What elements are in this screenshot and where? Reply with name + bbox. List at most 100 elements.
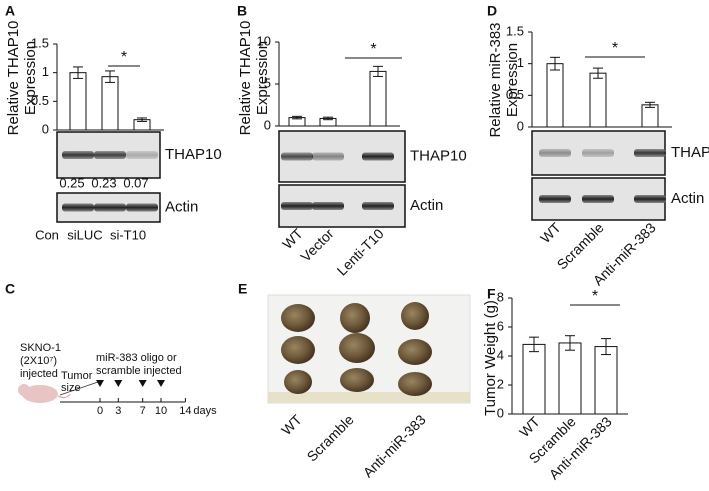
y-tick-label: 0.5 xyxy=(506,87,524,102)
x-tick-label: siLUC xyxy=(67,227,102,242)
y-tick-label: 1 xyxy=(517,55,524,70)
blot-band xyxy=(94,203,126,212)
y-axis-label: Expression xyxy=(504,43,521,117)
group-label: WT xyxy=(278,411,305,438)
blot-band xyxy=(634,149,666,157)
y-tick-label: 0 xyxy=(42,121,49,136)
y-axis-label: Expression xyxy=(254,41,271,115)
y-tick-label: 5 xyxy=(264,75,271,90)
mouse-icon xyxy=(18,381,99,403)
tumor-size-text: size xyxy=(61,382,81,394)
blot-label: THAP10 xyxy=(165,146,222,163)
x-tick-label: Vector xyxy=(297,225,337,265)
panel-letter: D xyxy=(487,3,497,19)
blot-band xyxy=(281,202,313,210)
blot-band xyxy=(312,202,344,210)
x-tick-label: Con xyxy=(35,227,59,242)
significance-star: * xyxy=(370,41,376,58)
group-label: Scramble xyxy=(304,411,357,464)
y-tick-label: 0.5 xyxy=(31,93,49,108)
x-tick-label: Lenti-T10 xyxy=(334,225,387,278)
y-tick-label: 1.5 xyxy=(31,35,49,50)
bar xyxy=(546,63,564,128)
blot-band xyxy=(94,151,126,159)
y-tick-label: 0 xyxy=(497,405,504,420)
blot-label: Actin xyxy=(410,197,443,214)
y-tick-label: 0 xyxy=(517,118,524,133)
significance-star: * xyxy=(592,288,598,305)
timeline-tick-label: 7 xyxy=(140,405,146,417)
panel-letter: A xyxy=(5,3,15,19)
cell-line-text: (2X10⁷) xyxy=(20,355,57,367)
blot-band xyxy=(62,151,94,159)
blot-band xyxy=(126,203,158,212)
tumor-photo xyxy=(267,294,471,404)
bar xyxy=(589,72,607,128)
densitometry-value: 0.23 xyxy=(91,175,116,190)
cell-line-text: injected xyxy=(20,368,58,380)
y-axis-label: Relative THAP10 xyxy=(237,21,254,136)
blot-band xyxy=(634,195,666,203)
injection-marker xyxy=(138,380,147,387)
densitometry-value: 0.07 xyxy=(123,175,148,190)
blot-band xyxy=(582,149,614,157)
panel-letter: F xyxy=(487,286,496,302)
injection-marker xyxy=(157,380,165,387)
bar xyxy=(558,342,582,415)
blot-band xyxy=(582,195,614,203)
injection-marker xyxy=(96,380,104,387)
bar xyxy=(69,72,87,131)
panel-letter: B xyxy=(237,3,247,19)
panel-letter: C xyxy=(5,281,15,297)
days-label: days xyxy=(193,405,217,417)
x-tick-label: si-T10 xyxy=(110,227,146,242)
y-tick-label: 0 xyxy=(264,117,271,132)
blot-band xyxy=(539,149,571,157)
blot-band xyxy=(312,152,344,161)
y-tick-label: 10 xyxy=(257,33,271,48)
significance-star: * xyxy=(612,40,618,57)
y-tick-label: 1.5 xyxy=(506,23,524,38)
blot-band xyxy=(62,203,94,212)
timeline-tick-label: 3 xyxy=(115,405,121,417)
treatment-text: scramble injected xyxy=(96,365,182,377)
y-tick-label: 4 xyxy=(497,347,504,362)
bar xyxy=(101,76,119,131)
y-axis-label: Relative miR-383 xyxy=(487,22,504,137)
densitometry-value: 0.25 xyxy=(59,175,84,190)
blot-label: Actin xyxy=(165,198,198,215)
y-axis-label: Tumor Weight (g) xyxy=(482,300,499,416)
injection-marker xyxy=(114,380,123,387)
timeline-tick-label: 0 xyxy=(97,405,103,417)
group-label: Anti-miR-383 xyxy=(360,411,429,480)
y-axis-label: Expression xyxy=(22,41,39,115)
x-tick-label: Scramble xyxy=(554,219,607,272)
blot-label: THAP10 xyxy=(410,147,467,164)
y-axis-label: Relative THAP10 xyxy=(5,21,22,136)
bar xyxy=(369,70,387,127)
bar xyxy=(522,343,546,415)
tumor-size-text: Tumor xyxy=(61,370,93,382)
bar xyxy=(594,346,618,415)
blot-band xyxy=(362,202,394,210)
x-tick-label: WT xyxy=(516,413,543,440)
y-tick-label: 1 xyxy=(42,64,49,79)
blot-band xyxy=(539,195,571,203)
treatment-text: miR-383 oligo or xyxy=(96,352,177,364)
y-tick-label: 2 xyxy=(497,376,504,391)
y-tick-label: 6 xyxy=(497,318,504,333)
timeline-tick-label: 14 xyxy=(179,405,191,417)
panel-letter: E xyxy=(238,281,247,297)
blot-band xyxy=(362,152,394,161)
cell-line-text: SKNO-1 xyxy=(20,342,61,354)
blot-label: Actin xyxy=(671,190,704,207)
bar xyxy=(641,104,659,128)
timeline-tick-label: 10 xyxy=(155,405,167,417)
blot-label: THAP10 xyxy=(671,144,709,161)
y-tick-label: 8 xyxy=(497,289,504,304)
blot-band xyxy=(281,152,313,161)
significance-star: * xyxy=(121,49,127,66)
x-tick-label: WT xyxy=(537,219,564,246)
blot-band xyxy=(126,151,158,159)
